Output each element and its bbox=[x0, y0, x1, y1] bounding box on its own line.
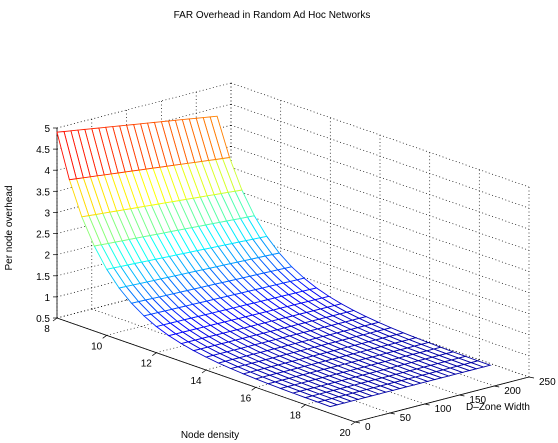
surface-cell bbox=[56, 131, 77, 181]
x-tick-label: 10 bbox=[91, 341, 103, 352]
y-axis-label: D–Zone Width bbox=[466, 402, 530, 413]
surface-plot bbox=[56, 115, 492, 408]
grid-line bbox=[230, 103, 530, 209]
y-tick-mark bbox=[389, 412, 395, 415]
y-tick-label: 0 bbox=[365, 422, 371, 433]
x-tick-mark bbox=[152, 352, 157, 356]
y-tick-mark bbox=[528, 376, 535, 379]
x-axis-label: Node density bbox=[181, 430, 239, 441]
grid-line bbox=[230, 209, 530, 315]
y-tick-mark bbox=[424, 403, 430, 406]
y-tick-label: 250 bbox=[539, 377, 556, 388]
axes bbox=[52, 127, 535, 426]
x-tick-mark bbox=[301, 404, 306, 408]
grid-line bbox=[230, 82, 530, 188]
z-tick-label: 0.5 bbox=[36, 314, 50, 325]
x-tick-mark bbox=[201, 369, 207, 374]
x-tick-label: 20 bbox=[339, 428, 351, 439]
grid-line bbox=[230, 167, 530, 272]
x-tick-mark bbox=[350, 421, 356, 426]
grid-line bbox=[230, 188, 530, 293]
y-tick-label: 200 bbox=[504, 386, 521, 397]
z-axis-label: Per node overhead bbox=[4, 185, 15, 270]
z-tick-label: 1 bbox=[44, 293, 50, 304]
x-tick-mark bbox=[52, 317, 58, 322]
x-tick-label: 18 bbox=[290, 411, 302, 422]
y-tick-label: 100 bbox=[435, 404, 452, 415]
y-tick-mark bbox=[494, 385, 500, 388]
z-tick-label: 4.5 bbox=[36, 145, 50, 156]
grid-line bbox=[230, 230, 530, 336]
x-tick-label: 16 bbox=[240, 393, 252, 404]
z-tick-label: 3 bbox=[44, 208, 50, 219]
y-tick-label: 50 bbox=[400, 413, 412, 424]
x-tick-label: 14 bbox=[190, 376, 202, 387]
z-tick-label: 3.5 bbox=[36, 187, 50, 198]
y-tick-mark bbox=[459, 394, 465, 397]
y-axis-line bbox=[354, 376, 530, 423]
chart-title: FAR Overhead in Random Ad Hoc Networks bbox=[174, 10, 371, 21]
y-tick-label: 150 bbox=[469, 395, 486, 406]
tick-labels: 81012141618200501001502002500.511.522.53… bbox=[36, 124, 556, 439]
x-tick-mark bbox=[251, 387, 256, 391]
z-tick-label: 1.5 bbox=[36, 272, 50, 283]
x-tick-label: 12 bbox=[141, 359, 153, 370]
z-tick-label: 2 bbox=[44, 251, 50, 262]
x-tick-mark bbox=[102, 335, 107, 339]
z-tick-label: 5 bbox=[44, 124, 50, 135]
x-tick-label: 8 bbox=[44, 324, 50, 335]
z-tick-label: 4 bbox=[44, 166, 50, 177]
grid-line bbox=[230, 145, 530, 251]
grid-line bbox=[230, 124, 530, 230]
y-tick-mark bbox=[354, 421, 361, 424]
z-tick-label: 2.5 bbox=[36, 230, 50, 241]
